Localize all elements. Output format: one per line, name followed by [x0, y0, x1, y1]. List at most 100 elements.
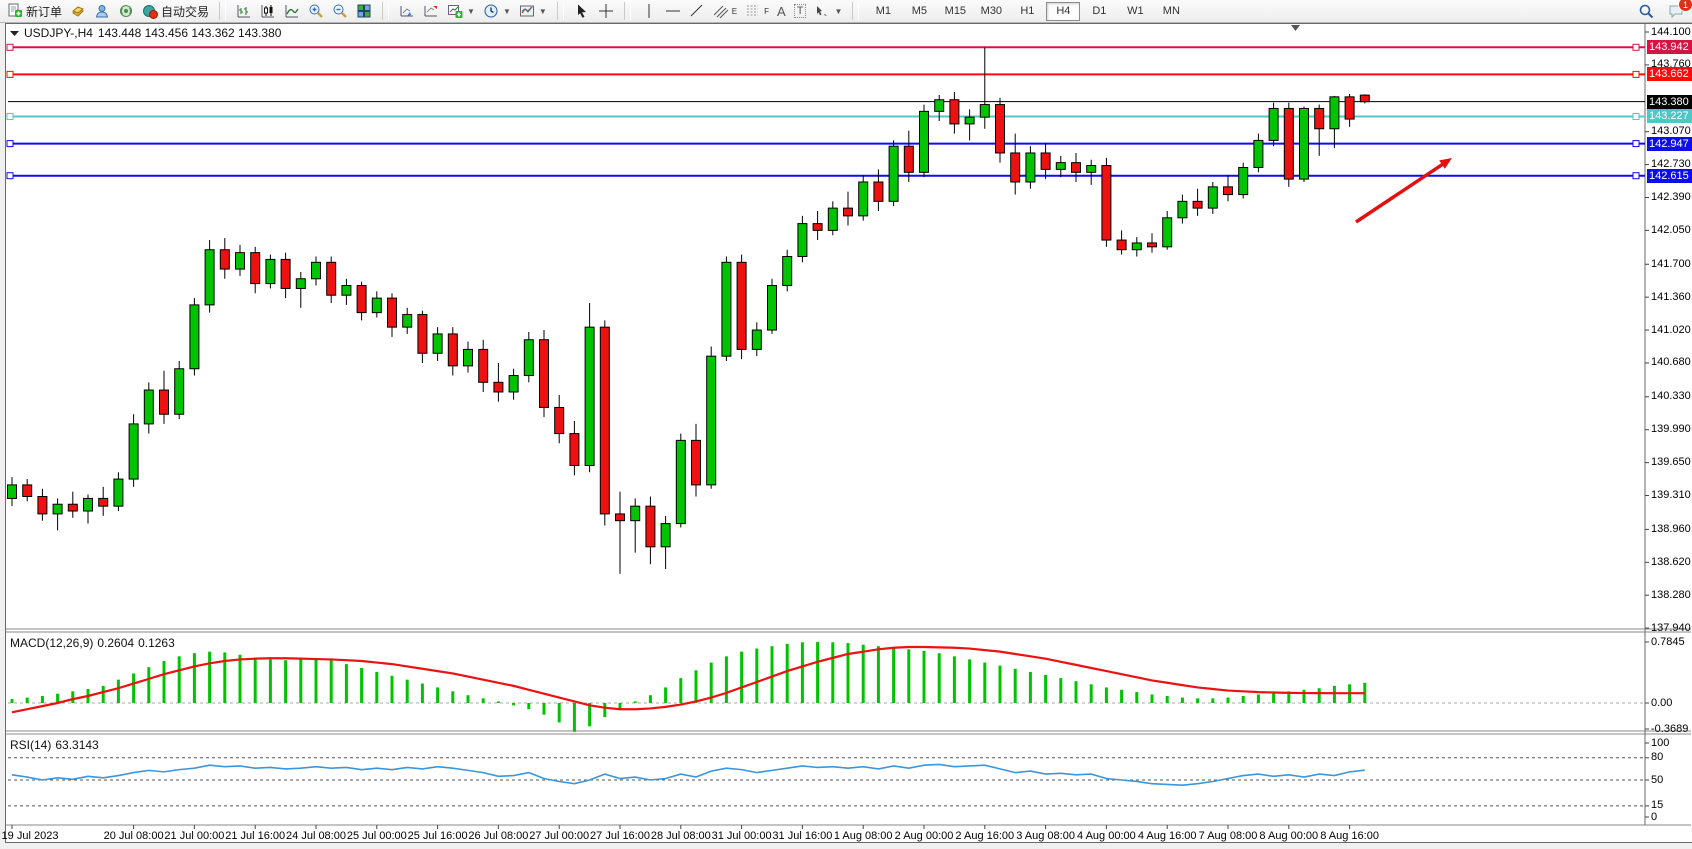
chart-shift-marker[interactable] — [1291, 25, 1300, 31]
candle-body[interactable] — [447, 333, 458, 367]
arrows-button[interactable]: ▼ — [810, 1, 846, 21]
timeframe-m30[interactable]: M30 — [980, 5, 1003, 17]
candle-body[interactable] — [280, 258, 291, 289]
candle-body[interactable] — [675, 439, 686, 525]
chat-button[interactable]: 1 — [1664, 0, 1692, 21]
collapse-triangle-icon[interactable] — [10, 30, 19, 37]
candle-body[interactable] — [52, 503, 63, 515]
candlestick-chart-button[interactable] — [256, 1, 280, 21]
candle-body[interactable] — [1086, 165, 1097, 173]
trendline-button[interactable] — [685, 1, 709, 21]
zoom-out-button[interactable] — [328, 1, 352, 21]
candle-body[interactable] — [1177, 200, 1188, 219]
person-button[interactable] — [90, 1, 114, 21]
candle-body[interactable] — [630, 505, 641, 522]
candle-body[interactable] — [22, 484, 33, 497]
clock-button[interactable]: ▼ — [479, 1, 515, 21]
candle-body[interactable] — [402, 314, 413, 328]
candle-body[interactable] — [341, 285, 352, 296]
candle-body[interactable] — [827, 207, 838, 231]
candle-body[interactable] — [1223, 186, 1233, 196]
candle-body[interactable] — [858, 181, 869, 217]
line-handle[interactable] — [1632, 112, 1640, 120]
candle-body[interactable] — [1010, 152, 1021, 183]
candle-body[interactable] — [1147, 242, 1157, 248]
candle-body[interactable] — [979, 104, 990, 118]
line-chart-button[interactable] — [280, 1, 304, 21]
candle-body[interactable] — [1359, 94, 1370, 103]
candle-body[interactable] — [356, 285, 367, 314]
candle-body[interactable] — [934, 99, 945, 112]
candle-body[interactable] — [721, 261, 732, 357]
timeframe-h4[interactable]: H4 — [1046, 1, 1081, 21]
candle-body[interactable] — [371, 297, 382, 314]
candle-body[interactable] — [311, 261, 321, 280]
crosshair-button[interactable] — [594, 1, 618, 21]
candle-body[interactable] — [1207, 186, 1218, 209]
candle-body[interactable] — [295, 278, 306, 289]
timeframe-m15[interactable]: M15 — [944, 5, 967, 17]
candle-body[interactable] — [1192, 200, 1203, 209]
coins-button[interactable] — [66, 1, 90, 21]
candle-body[interactable] — [584, 326, 595, 467]
line-handle[interactable] — [1632, 70, 1640, 78]
text-button[interactable]: A — [773, 1, 790, 21]
candle-body[interactable] — [873, 181, 884, 202]
candle-body[interactable] — [508, 375, 519, 393]
candle-body[interactable] — [539, 339, 549, 408]
line-handle[interactable] — [1632, 43, 1640, 51]
candle-body[interactable] — [204, 249, 215, 306]
candle-body[interactable] — [235, 252, 245, 270]
candle-body[interactable] — [995, 104, 1005, 154]
signal-button[interactable] — [114, 1, 138, 21]
candle-body[interactable] — [98, 497, 109, 507]
line-handle[interactable] — [6, 112, 14, 120]
new-chart-button[interactable]: ▼ — [443, 1, 479, 21]
candle-body[interactable] — [569, 433, 580, 467]
candle-body[interactable] — [1071, 162, 1081, 173]
candle-body[interactable] — [1283, 107, 1294, 180]
candle-body[interactable] — [113, 478, 124, 507]
candle-body[interactable] — [7, 484, 17, 499]
candle-body[interactable] — [1299, 107, 1309, 180]
candle-body[interactable] — [706, 355, 717, 486]
candle-body[interactable] — [174, 368, 185, 415]
timeframe-w1[interactable]: W1 — [1127, 5, 1144, 17]
timeframe-m5[interactable]: M5 — [911, 5, 927, 17]
candle-body[interactable] — [387, 297, 397, 328]
line-handle[interactable] — [6, 172, 14, 180]
line-handle[interactable] — [1632, 140, 1640, 148]
search-button[interactable] — [1634, 1, 1658, 21]
candle-body[interactable] — [797, 223, 808, 258]
line-handle[interactable] — [1632, 172, 1640, 180]
templates-button[interactable]: ▼ — [515, 1, 551, 21]
candle-body[interactable] — [159, 389, 169, 415]
candle-body[interactable] — [554, 406, 565, 435]
candle-body[interactable] — [767, 285, 777, 331]
candle-body[interactable] — [67, 503, 78, 512]
candle-body[interactable] — [1329, 96, 1340, 130]
candle-body[interactable] — [326, 261, 337, 296]
line-handle[interactable] — [6, 70, 14, 78]
candle-body[interactable] — [1116, 239, 1127, 251]
timeframe-d1[interactable]: D1 — [1092, 5, 1107, 17]
candle-body[interactable] — [1025, 152, 1036, 183]
candle-body[interactable] — [949, 99, 960, 125]
bar-chart-button[interactable] — [232, 1, 256, 21]
candle-body[interactable] — [1314, 107, 1325, 130]
candle-body[interactable] — [903, 145, 914, 173]
candle-body[interactable] — [1238, 166, 1249, 196]
candle-body[interactable] — [599, 326, 610, 515]
auto-scroll-button[interactable] — [395, 1, 419, 21]
candle-body[interactable] — [463, 348, 473, 367]
annotation-arrow-head[interactable] — [1439, 158, 1452, 169]
timeframe-h1[interactable]: H1 — [1020, 5, 1035, 17]
candle-body[interactable] — [1268, 107, 1279, 141]
cursor-button[interactable] — [570, 1, 594, 21]
candle-body[interactable] — [736, 261, 747, 350]
zoom-in-button[interactable] — [304, 1, 328, 21]
candle-body[interactable] — [265, 258, 276, 285]
timeframe-mn[interactable]: MN — [1162, 5, 1180, 17]
candle-body[interactable] — [1055, 162, 1066, 170]
